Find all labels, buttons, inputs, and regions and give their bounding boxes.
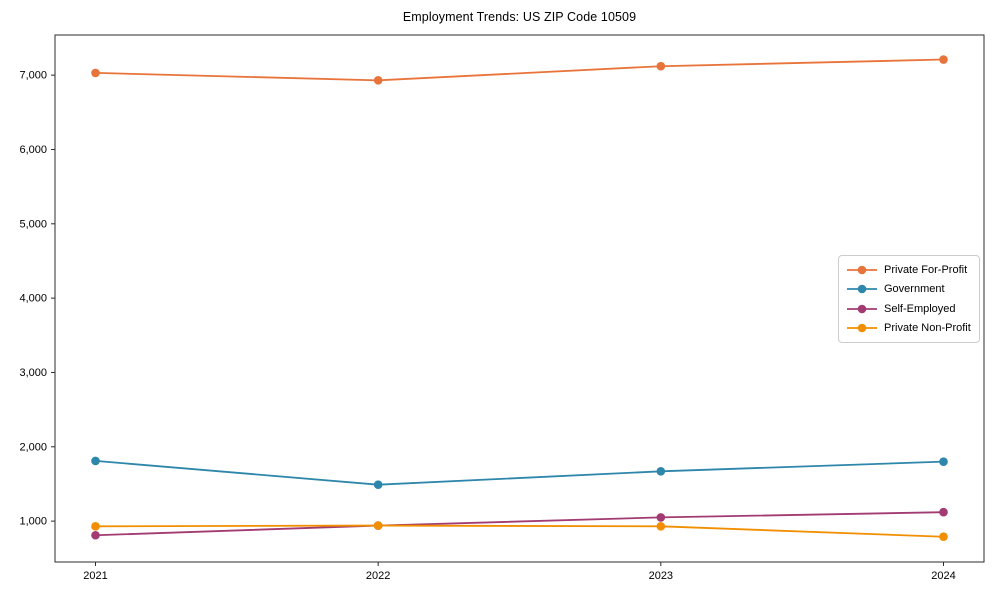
data-point-self-employed-2021 <box>91 530 100 540</box>
series-line-government <box>95 460 944 486</box>
data-point-private-non-profit-2021 <box>91 522 100 531</box>
data-point-self-employed-2023 <box>656 513 666 522</box>
data-point-private-non-profit-2022 <box>373 521 383 530</box>
legend-marker-self-employed <box>847 304 877 314</box>
legend-item-private-non-profit: Private Non-Profit <box>847 322 971 334</box>
y-axis-tick-label: 1,000 <box>19 516 47 528</box>
legend: Private For-Profit Government Self-Employe… <box>838 255 980 343</box>
data-point-private-non-profit-2023 <box>656 522 666 531</box>
legend-marker-government <box>847 284 877 294</box>
legend-label: Private Non-Profit <box>884 322 971 335</box>
data-point-private-for-profit-2021 <box>91 68 100 78</box>
legend-label: Self-Employed <box>884 302 956 315</box>
data-point-government-2024 <box>939 457 948 466</box>
legend-label: Government <box>884 283 945 296</box>
series-line-private-for-profit <box>95 58 944 82</box>
legend-label: Private For-Profit <box>884 263 968 276</box>
legend-marker-private-for-profit <box>847 265 877 275</box>
y-axis-tick-label: 4,000 <box>19 293 47 305</box>
data-point-government-2023 <box>656 467 666 476</box>
legend-item-self-employed: Self-Employed <box>847 303 971 315</box>
y-axis-tick-label: 6,000 <box>19 144 47 156</box>
data-point-private-for-profit-2023 <box>656 61 666 71</box>
series-line-private-non-profit <box>95 524 944 538</box>
legend-item-government: Government <box>847 283 971 295</box>
data-point-self-employed-2024 <box>939 507 948 517</box>
x-axis-tick-label: 2022 <box>366 570 390 582</box>
chart-title: Employment Trends: US ZIP Code 10509 <box>402 10 637 24</box>
y-axis-tick-label: 5,000 <box>19 218 47 230</box>
data-point-private-for-profit-2024 <box>939 55 948 64</box>
series-line-self-employed <box>95 511 944 537</box>
data-point-government-2022 <box>373 480 383 489</box>
y-axis-tick-label: 2,000 <box>19 441 47 453</box>
legend-item-private-for-profit: Private For-Profit <box>847 264 971 276</box>
x-axis-tick-label: 2023 <box>649 570 673 582</box>
x-axis-tick-label: 2024 <box>931 570 955 582</box>
data-point-government-2021 <box>91 456 100 466</box>
x-axis-tick-label: 2021 <box>83 570 107 582</box>
legend-marker-private-non-profit <box>847 323 877 333</box>
data-point-private-for-profit-2022 <box>373 76 383 85</box>
y-axis-tick-label: 3,000 <box>19 367 47 379</box>
data-point-private-non-profit-2024 <box>939 532 948 542</box>
y-axis-tick-label: 7,000 <box>19 70 47 82</box>
